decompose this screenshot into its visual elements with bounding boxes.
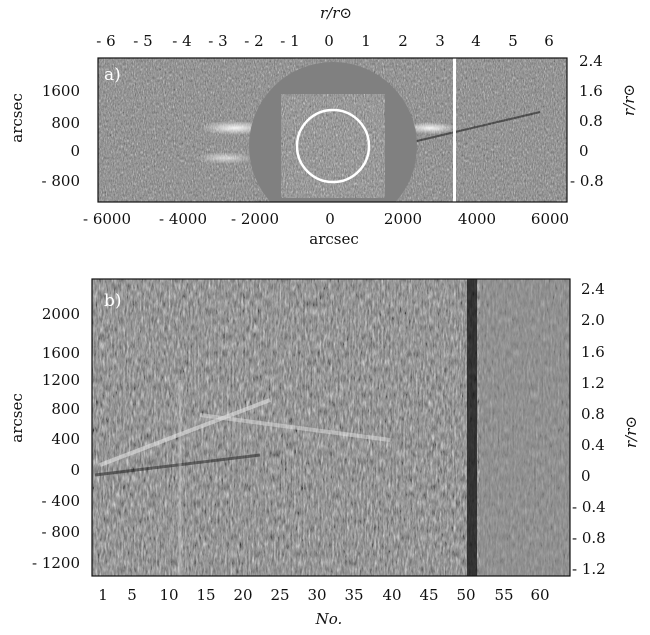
bottom-tick: 50	[456, 586, 475, 604]
panel-a-left-ticks: 1600 800 0 - 800	[42, 82, 80, 190]
bottom-tick: 45	[419, 586, 438, 604]
panel-b-right-ticks: 2.4 2.0 1.6 1.2 0.8 0.4 0 - 0.4 - 0.8 - …	[572, 280, 606, 578]
right-tick: 1.2	[581, 374, 605, 392]
panel-a-bottom-ticks: - 6000 - 4000 - 2000 0 2000 4000 6000	[83, 210, 569, 228]
bottom-tick: 0	[325, 210, 335, 228]
panel-a-top-axis-label: r/r⊙	[320, 4, 352, 22]
panel-b-left-ticks: 2000 1600 1200 800 400 0 - 400 - 800 - 1…	[32, 305, 80, 572]
bottom-tick: 10	[159, 586, 178, 604]
top-tick: - 5	[133, 32, 152, 50]
bottom-tick: 15	[196, 586, 215, 604]
bottom-tick: 4000	[458, 210, 496, 228]
solar-limb-circle	[295, 108, 371, 184]
bottom-tick: - 4000	[159, 210, 207, 228]
top-tick: 2	[398, 32, 408, 50]
left-tick: 1200	[42, 371, 80, 389]
right-tick: 1.6	[581, 343, 605, 361]
right-tick: - 1.2	[572, 560, 606, 578]
bottom-tick: 40	[382, 586, 401, 604]
right-tick: - 0.4	[572, 498, 606, 516]
left-tick: - 800	[42, 523, 80, 541]
panel-b-left-axis-label: arcsec	[8, 393, 26, 443]
panel-a-left-axis-label: arcsec	[8, 93, 26, 143]
bottom-tick: 5	[127, 586, 137, 604]
right-tick: 1.6	[579, 82, 603, 100]
right-tick: - 0.8	[570, 172, 604, 190]
dark-column	[467, 279, 477, 576]
streamer-left-lower	[195, 152, 255, 164]
left-tick: - 1200	[32, 554, 80, 572]
left-tick: 800	[51, 400, 80, 418]
panel-a: a) r/r⊙ - 6 - 5 - 4 - 3 - 2 - 1 0 1 2 3 …	[8, 4, 638, 248]
top-tick: - 4	[172, 32, 191, 50]
top-tick: - 6	[96, 32, 115, 50]
panel-b-bottom-axis-label: No.	[315, 610, 343, 628]
right-tick: 0.8	[581, 405, 605, 423]
left-tick: 1600	[42, 344, 80, 362]
bottom-tick: 6000	[531, 210, 569, 228]
left-tick: 0	[70, 142, 80, 160]
top-tick: - 2	[244, 32, 263, 50]
panel-a-right-axis-label: r/r⊙	[620, 84, 638, 116]
top-tick: 1	[361, 32, 371, 50]
panel-b-image	[92, 279, 570, 576]
left-tick: 400	[51, 430, 80, 448]
left-tick: 800	[51, 114, 80, 132]
left-tick: 1600	[42, 82, 80, 100]
bottom-tick: 60	[530, 586, 549, 604]
panel-a-image	[98, 58, 567, 202]
right-tick: 0	[579, 142, 589, 160]
top-tick: - 1	[280, 32, 299, 50]
left-tick: 0	[70, 461, 80, 479]
right-tick: 0	[581, 467, 591, 485]
bottom-tick: 30	[307, 586, 326, 604]
panel-b: b) arcsec 2000 1600 1200 800 400 0 - 400…	[8, 278, 640, 628]
top-tick: 3	[435, 32, 445, 50]
right-tick: - 0.8	[572, 529, 606, 547]
top-tick: - 3	[208, 32, 227, 50]
right-tick: 2.4	[581, 280, 605, 298]
panel-b-tag: b)	[104, 291, 122, 311]
right-tick: 0.8	[579, 112, 603, 130]
panel-a-bottom-axis-label: arcsec	[309, 230, 359, 248]
track-falling	[199, 413, 391, 442]
bottom-tick: 55	[494, 586, 513, 604]
streamer-right	[402, 122, 458, 134]
bottom-tick: - 2000	[231, 210, 279, 228]
top-tick: 5	[508, 32, 518, 50]
bottom-tick: - 6000	[83, 210, 131, 228]
panel-b-bottom-ticks: 1 5 10 15 20 25 30 35 40 45 50 55 60	[98, 586, 549, 604]
panel-b-right-axis-label: r/r⊙	[622, 416, 640, 448]
bottom-tick: 2000	[384, 210, 422, 228]
panel-a-top-ticks: - 6 - 5 - 4 - 3 - 2 - 1 0 1 2 3 3 4 5 6	[96, 32, 553, 50]
bottom-tick: 35	[344, 586, 363, 604]
top-tick: 6	[544, 32, 554, 50]
track-rising	[99, 398, 271, 467]
bottom-tick: 20	[233, 586, 252, 604]
bottom-tick: 25	[270, 586, 289, 604]
left-tick: - 400	[42, 492, 80, 510]
panel-a-tag: a)	[104, 65, 121, 85]
bottom-tick: 1	[98, 586, 108, 604]
left-tick: - 800	[42, 172, 80, 190]
right-tick: 0.4	[581, 436, 605, 454]
right-tick: 2.4	[579, 52, 603, 70]
panel-a-right-ticks: 2.4 1.6 0.8 0 - 0.8	[570, 52, 604, 190]
slit-marker	[453, 58, 456, 202]
top-tick: 0	[324, 32, 334, 50]
top-tick: 4	[471, 32, 481, 50]
right-tick: 2.0	[581, 311, 605, 329]
left-tick: 2000	[42, 305, 80, 323]
